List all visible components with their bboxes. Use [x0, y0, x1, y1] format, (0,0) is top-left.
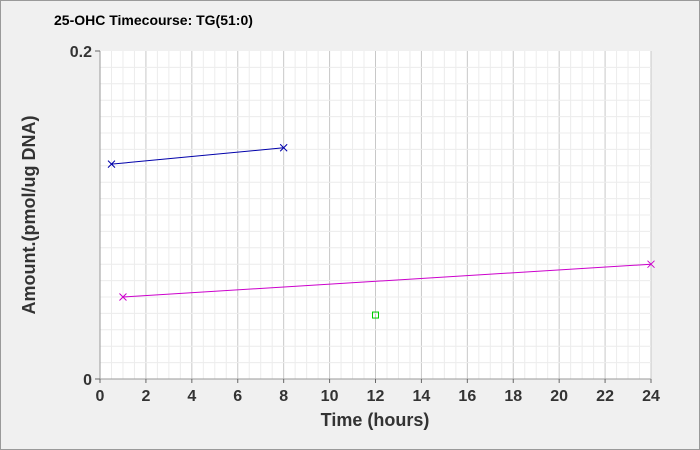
series-line — [111, 147, 284, 165]
x-tick-label: 16 — [458, 388, 476, 405]
marker-stroke — [647, 260, 655, 269]
chart-title: 25-OHC Timecourse: TG(51:0) — [54, 12, 253, 28]
marker-stroke — [279, 143, 288, 152]
grid — [100, 51, 652, 379]
x-tick-label: 0 — [96, 388, 105, 405]
data-point-x — [119, 293, 127, 301]
series-group — [107, 143, 655, 319]
data-point-x — [279, 143, 288, 152]
y-tick-label: 0 — [83, 372, 92, 389]
series-line — [122, 263, 652, 298]
x-tick-labels: 0 2 4 6 8 10 12 14 16 18 20 22 24 — [96, 388, 660, 405]
data-point-square — [372, 311, 379, 319]
x-axis-label: Time (hours) — [321, 410, 430, 430]
series-1 — [119, 260, 655, 301]
x-tick-label: 24 — [642, 388, 660, 405]
marker-stroke — [107, 160, 116, 169]
y-tick-labels: 00.2 — [70, 44, 92, 389]
y-axis-label: Amount.(pmol/ug DNA) — [19, 116, 39, 315]
series-2 — [372, 311, 379, 319]
y-tick-label: 0.2 — [70, 44, 92, 61]
data-point-x — [107, 160, 116, 169]
x-tick-label: 4 — [187, 388, 196, 405]
axes — [95, 50, 652, 383]
x-tick-label: 6 — [233, 388, 242, 405]
x-tick-label: 12 — [367, 388, 385, 405]
data-point-x — [647, 260, 655, 269]
series-0 — [107, 143, 288, 169]
x-tick-label: 22 — [596, 388, 614, 405]
marker-stroke — [119, 293, 127, 301]
x-tick-label: 14 — [413, 388, 431, 405]
x-tick-label: 10 — [321, 388, 339, 405]
x-tick-label: 2 — [141, 388, 150, 405]
x-tick-label: 20 — [550, 388, 568, 405]
x-tick-label: 8 — [279, 388, 288, 405]
x-tick-label: 18 — [504, 388, 522, 405]
